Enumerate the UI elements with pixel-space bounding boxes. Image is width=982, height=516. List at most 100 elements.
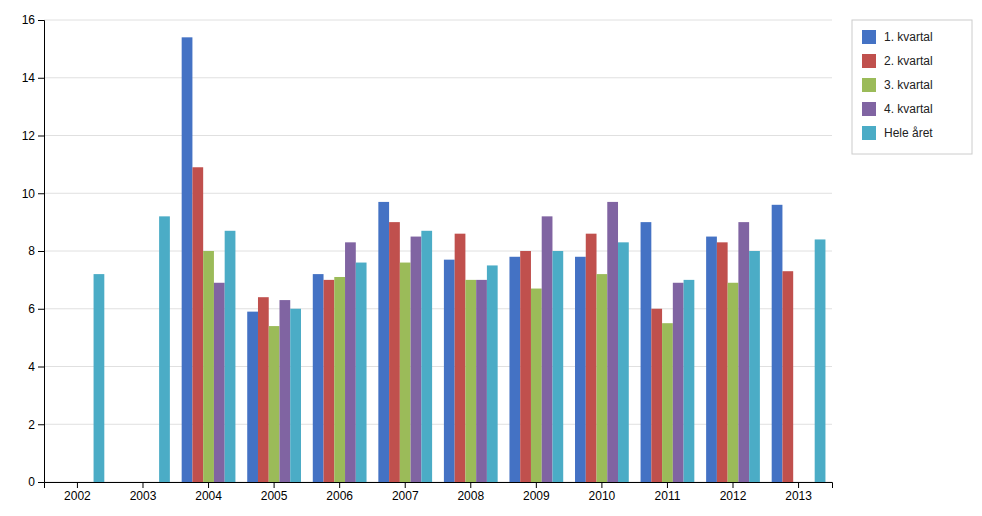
bar	[378, 202, 389, 482]
x-tick: 2005	[261, 482, 288, 503]
x-tick: 2011	[655, 482, 681, 503]
y-tick: 12	[22, 129, 44, 143]
bar	[203, 251, 214, 482]
axis-domain	[45, 483, 833, 489]
bars	[94, 37, 826, 482]
bar	[607, 202, 618, 482]
x-tick-label: 2009	[523, 489, 550, 503]
bar	[214, 283, 225, 482]
bar	[313, 274, 324, 482]
x-tick: 2013	[785, 482, 812, 503]
legend-item: 1. kvartal	[862, 30, 933, 44]
y-tick: 10	[22, 187, 44, 201]
x-tick-label: 2010	[589, 489, 616, 503]
y-tick-mark	[38, 193, 44, 194]
x-tick-mark	[274, 482, 275, 488]
x-tick: 2002	[64, 482, 91, 503]
x-tick-label: 2006	[326, 489, 353, 503]
bar	[389, 222, 400, 482]
x-tick-label: 2004	[195, 489, 222, 503]
x-tick: 2007	[392, 482, 419, 503]
bar	[618, 242, 629, 482]
legend-swatch	[862, 126, 876, 140]
x-tick: 2012	[720, 482, 747, 503]
bar	[421, 231, 432, 482]
x-tick-mark	[77, 482, 78, 488]
x-tick-label: 2011	[655, 489, 681, 503]
plot: 2002200320042005200620072008200920102011…	[22, 13, 833, 502]
x-tick-mark	[733, 482, 734, 488]
x-tick-mark	[405, 482, 406, 488]
bar	[509, 257, 520, 482]
bar	[465, 280, 476, 482]
bar	[182, 37, 193, 482]
x-tick-mark	[798, 482, 799, 488]
legend-label: 1. kvartal	[884, 30, 933, 44]
y-tick-mark	[38, 367, 44, 368]
bar	[356, 263, 367, 482]
x-tick-mark	[339, 482, 340, 488]
bar	[225, 231, 236, 482]
bar-series	[94, 216, 826, 482]
bar	[772, 205, 783, 482]
y-tick: 6	[28, 302, 44, 316]
bar	[258, 297, 269, 482]
legend-item: 4. kvartal	[862, 102, 933, 116]
y-tick-label: 14	[22, 71, 36, 85]
bar	[586, 234, 597, 482]
y-tick-mark	[38, 309, 44, 310]
y-tick-mark	[38, 482, 44, 483]
x-tick: 2010	[589, 482, 616, 503]
x-tick: 2008	[457, 482, 484, 503]
y-tick-mark	[38, 251, 44, 252]
bar	[334, 277, 345, 482]
bar	[782, 271, 793, 482]
bar	[673, 283, 684, 482]
x-tick-label: 2002	[64, 489, 91, 503]
legend-label: Hele året	[884, 126, 933, 140]
chart: 2002200320042005200620072008200920102011…	[0, 0, 982, 516]
bar-series	[203, 251, 738, 482]
bar	[738, 222, 749, 482]
y-tick-mark	[38, 136, 44, 137]
bar	[345, 242, 356, 482]
x-tick-label: 2003	[130, 489, 157, 503]
y-axis: 0246810121416	[22, 13, 45, 489]
bar	[597, 274, 608, 482]
bar	[520, 251, 531, 482]
x-tick-mark	[536, 482, 537, 488]
y-tick-mark	[38, 20, 44, 21]
bar	[455, 234, 466, 482]
y-tick-label: 16	[22, 13, 36, 27]
legend: 1. kvartal2. kvartal3. kvartal4. kvartal…	[852, 20, 972, 154]
x-tick-mark	[601, 482, 602, 488]
y-tick-label: 0	[28, 475, 35, 489]
bar	[641, 222, 652, 482]
bar	[269, 326, 280, 482]
x-tick: 2006	[326, 482, 353, 503]
bar	[411, 237, 422, 482]
grid-line	[44, 135, 832, 136]
bar	[706, 237, 717, 482]
x-tick-label: 2007	[392, 489, 419, 503]
y-tick: 16	[22, 13, 44, 27]
bar	[728, 283, 739, 482]
bar	[815, 239, 826, 482]
legend-frame	[852, 20, 972, 154]
bar	[444, 260, 455, 482]
bar	[542, 216, 553, 482]
y-tick: 8	[28, 244, 44, 258]
y-tick: 14	[22, 71, 44, 85]
bar-series	[192, 167, 793, 482]
bar	[192, 167, 203, 482]
grid-line	[44, 77, 832, 78]
grid-line	[44, 193, 832, 194]
x-axis: 2002 2003 2004 2005 2006 2007 2008 2009 2010 2011…	[45, 482, 833, 503]
bar	[400, 263, 411, 482]
bar	[575, 257, 586, 482]
y-tick: 2	[28, 418, 44, 432]
x-tick: 2004	[195, 482, 222, 503]
bar	[552, 251, 563, 482]
bar	[487, 265, 498, 482]
bar-series	[182, 37, 783, 482]
